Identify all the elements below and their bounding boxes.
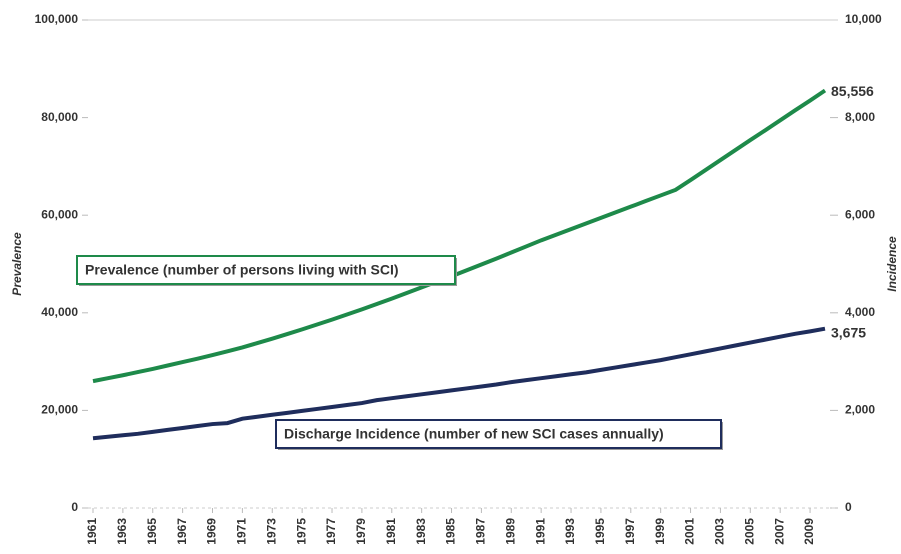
y2-tick-label: 8,000 [845, 110, 875, 124]
x-tick-label: 2009 [802, 518, 816, 545]
y2-tick-label: 10,000 [845, 12, 882, 26]
legend-box [76, 255, 456, 285]
y2-tick-label: 0 [845, 500, 852, 514]
y2-tick-label: 4,000 [845, 305, 875, 319]
x-tick-label: 1963 [115, 518, 129, 545]
x-tick-label: 2005 [742, 518, 756, 545]
x-tick-label: 1965 [145, 518, 159, 545]
y-tick-label: 40,000 [41, 305, 78, 319]
x-tick-label: 2001 [683, 518, 697, 545]
x-tick-label: 1969 [205, 518, 219, 545]
x-tick-label: 1997 [623, 518, 637, 545]
y2-tick-label: 2,000 [845, 403, 875, 417]
x-tick-label: 1999 [653, 518, 667, 545]
x-tick-label: 1989 [503, 518, 517, 545]
x-tick-label: 1985 [444, 518, 458, 545]
legend-label: Discharge Incidence (number of new SCI c… [284, 426, 664, 442]
x-tick-label: 2007 [772, 518, 786, 545]
y2-axis-label: Incidence [885, 236, 899, 292]
x-tick-label: 1971 [235, 518, 249, 545]
legend-label: Prevalence (number of persons living wit… [85, 262, 399, 278]
x-tick-label: 1973 [264, 518, 278, 545]
x-tick-label: 1983 [414, 518, 428, 545]
x-tick-label: 1981 [384, 518, 398, 545]
value-label: 85,556 [831, 83, 874, 99]
x-tick-label: 1967 [175, 518, 189, 545]
x-tick-label: 1987 [474, 518, 488, 545]
y-tick-label: 20,000 [41, 403, 78, 417]
x-tick-label: 1977 [324, 518, 338, 545]
x-tick-label: 1961 [85, 518, 99, 545]
y2-tick-label: 6,000 [845, 207, 875, 221]
y-axis-label: Prevalence [10, 232, 24, 296]
value-label: 3,675 [831, 324, 866, 340]
x-tick-label: 1991 [533, 518, 547, 545]
x-tick-label: 2003 [713, 518, 727, 545]
x-tick-label: 1975 [294, 518, 308, 545]
x-tick-label: 1979 [354, 518, 368, 545]
y-tick-label: 0 [71, 500, 78, 514]
legend-box [275, 419, 722, 449]
x-tick-label: 1995 [593, 518, 607, 545]
series-line [92, 326, 826, 441]
y-tick-label: 60,000 [41, 207, 78, 221]
y-tick-label: 100,000 [35, 12, 79, 26]
y-tick-label: 80,000 [41, 110, 78, 124]
x-tick-label: 1993 [563, 518, 577, 545]
series-line [92, 88, 827, 384]
